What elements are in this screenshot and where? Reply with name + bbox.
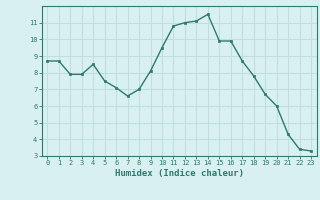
X-axis label: Humidex (Indice chaleur): Humidex (Indice chaleur)	[115, 169, 244, 178]
